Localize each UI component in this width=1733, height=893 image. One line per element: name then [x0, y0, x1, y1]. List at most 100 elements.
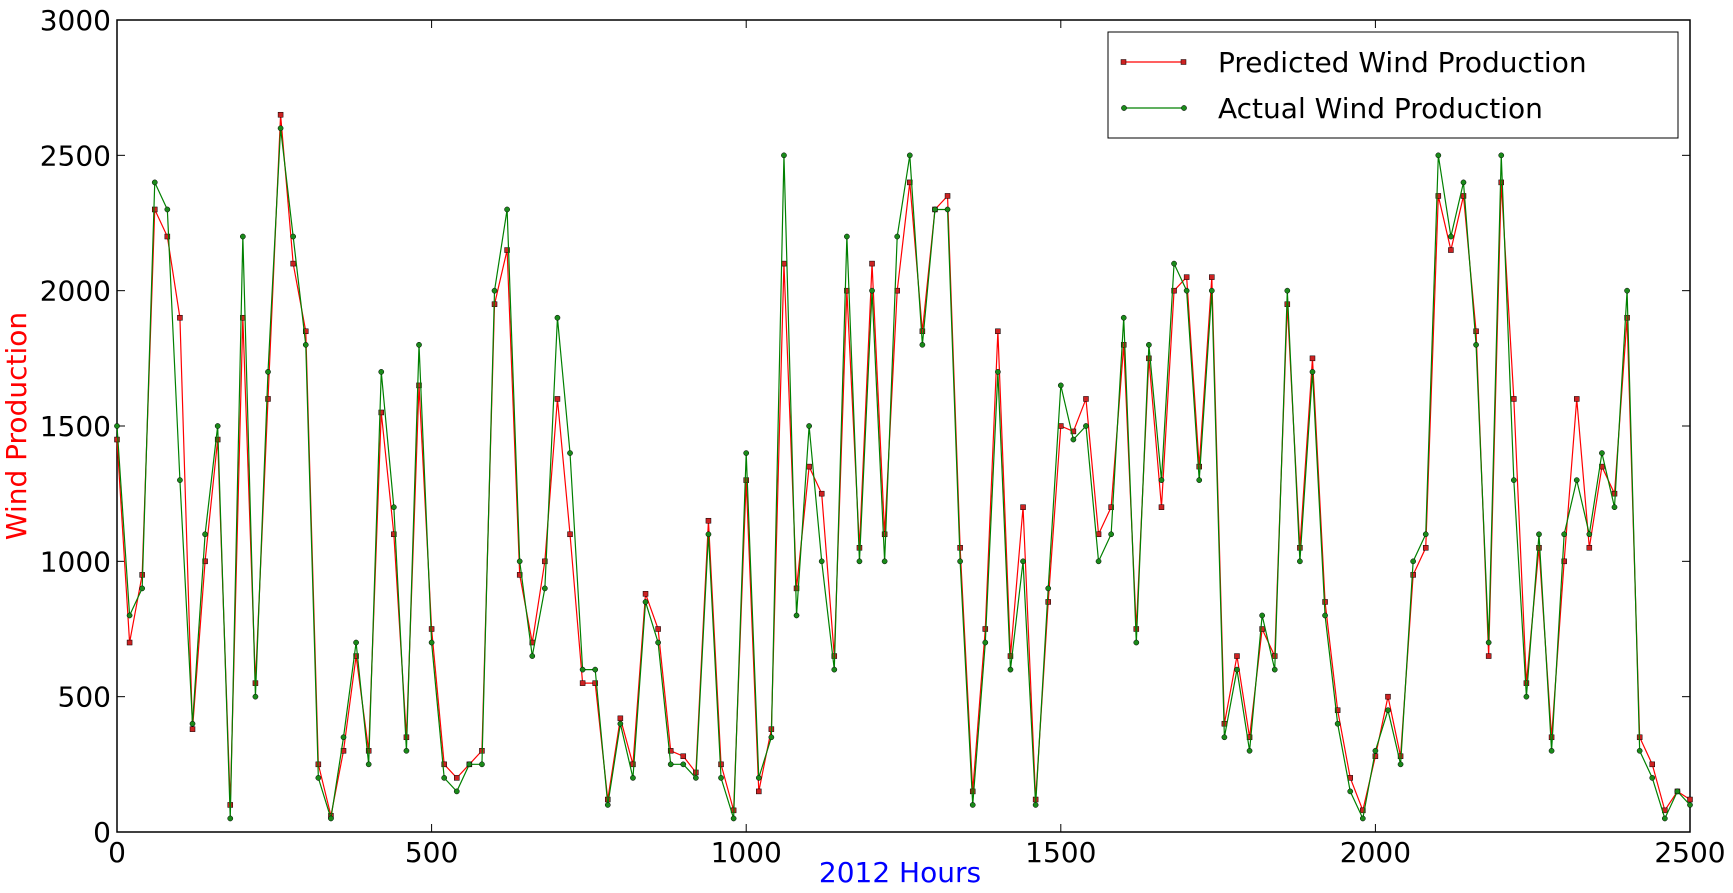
x-axis-label: 2012 Hours [819, 856, 981, 889]
data-point [542, 558, 548, 565]
data-point [1133, 639, 1140, 646]
data-point [114, 436, 120, 443]
data-point [567, 531, 573, 538]
data-point [126, 639, 133, 646]
data-point [227, 815, 234, 822]
data-point [1397, 761, 1404, 768]
data-point [1196, 463, 1202, 470]
data-point [1573, 477, 1580, 483]
data-point [869, 287, 875, 294]
data-point [1120, 342, 1127, 348]
x-tick-label: 1500 [1025, 836, 1096, 869]
data-point [1322, 599, 1328, 605]
y-tick-label: 500 [58, 681, 111, 714]
data-point [806, 423, 812, 429]
data-point [390, 504, 397, 511]
data-point [303, 328, 309, 335]
data-point [579, 680, 586, 686]
data-point [756, 788, 762, 795]
data-point [655, 639, 661, 646]
data-point [1158, 504, 1165, 510]
data-point [1020, 504, 1026, 510]
data-point [869, 260, 875, 267]
data-point [630, 775, 636, 781]
data-point [504, 247, 510, 253]
data-point [1473, 328, 1479, 335]
data-point [655, 626, 661, 632]
data-point [881, 558, 888, 565]
data-point [969, 802, 976, 808]
data-point [529, 653, 536, 659]
y-axis-label: Wind Production [0, 312, 33, 540]
data-point [403, 747, 410, 754]
data-point [592, 666, 599, 673]
data-point [202, 558, 208, 565]
legend-label: Predicted Wind Production [1218, 46, 1587, 79]
data-point [554, 396, 561, 402]
data-point [290, 233, 297, 240]
data-point [1636, 747, 1643, 754]
legend-marker [1180, 59, 1187, 65]
data-point [705, 517, 712, 524]
data-point [328, 815, 334, 822]
data-point [1498, 152, 1505, 159]
data-point [353, 653, 359, 659]
data-point [1234, 666, 1240, 673]
y-tick-label: 2500 [40, 139, 111, 172]
data-point [1271, 666, 1278, 673]
data-point [1183, 287, 1190, 294]
data-point [907, 179, 913, 186]
data-point [1183, 274, 1190, 280]
data-point [1687, 796, 1693, 803]
data-point [1410, 572, 1416, 578]
data-point [466, 761, 473, 768]
data-point [1045, 585, 1052, 592]
data-point [1108, 504, 1114, 510]
data-point [1120, 314, 1127, 321]
data-point [416, 382, 422, 389]
y-tick-label: 1500 [40, 410, 111, 443]
data-point [743, 450, 750, 456]
data-point [277, 125, 284, 132]
data-point [1624, 287, 1630, 294]
x-tick-label: 500 [405, 836, 458, 869]
data-point [1460, 179, 1467, 186]
data-point [592, 680, 598, 686]
data-point [642, 591, 649, 597]
data-point [768, 734, 775, 741]
data-point [1058, 423, 1064, 429]
data-point [1246, 747, 1253, 754]
series-line [116, 114, 1691, 816]
data-point [1498, 179, 1504, 186]
data-point [1410, 558, 1417, 565]
data-point [718, 761, 724, 768]
data-point [164, 206, 171, 213]
data-point [982, 639, 989, 646]
data-point [378, 409, 385, 416]
y-tick-label: 0 [93, 816, 111, 849]
data-point [1045, 599, 1051, 605]
data-point [1611, 504, 1618, 511]
data-point [1334, 720, 1341, 727]
data-point [1649, 775, 1656, 781]
data-point [239, 233, 246, 240]
x-tick-label: 0 [108, 836, 126, 869]
data-point [491, 287, 498, 294]
data-point [1347, 788, 1354, 795]
data-point [1070, 436, 1077, 443]
data-point [378, 369, 385, 375]
data-point [1422, 545, 1429, 551]
data-point [114, 423, 120, 429]
data-point [919, 341, 926, 348]
data-point [1209, 274, 1215, 280]
data-point [441, 775, 448, 781]
data-point [1221, 734, 1228, 741]
data-point [781, 152, 787, 159]
data-point [365, 761, 372, 768]
data-point [428, 639, 435, 646]
data-point [189, 726, 196, 732]
data-point [1372, 747, 1379, 754]
series-line [116, 128, 1691, 821]
data-point [1083, 423, 1089, 429]
